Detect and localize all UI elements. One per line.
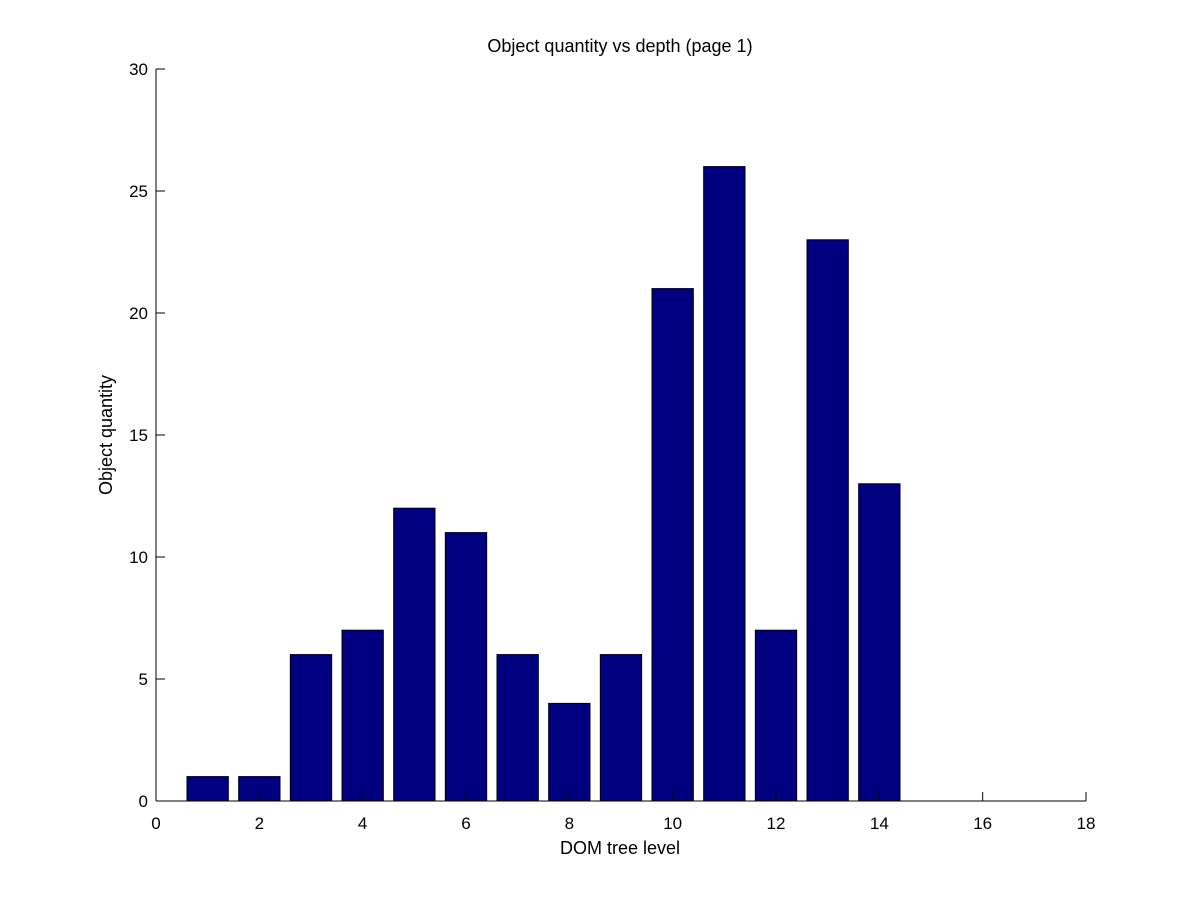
y-ticks: 0 5 10 15 20 25 30 (129, 60, 165, 811)
x-tick-label: 16 (973, 814, 992, 833)
y-tick-label: 30 (129, 60, 148, 79)
bar-level-12 (754, 629, 798, 802)
x-ticks: 0 2 4 6 8 10 12 14 16 18 (151, 792, 1095, 833)
x-tick-label: 0 (151, 814, 160, 833)
bar-level-3 (289, 654, 333, 802)
x-tick-label: 10 (663, 814, 682, 833)
y-tick-label: 5 (139, 670, 148, 689)
x-tick-label: 8 (565, 814, 574, 833)
bar-level-9 (599, 654, 643, 802)
x-tick-label: 12 (767, 814, 786, 833)
y-tick-label: 10 (129, 548, 148, 567)
chart-title: Object quantity vs depth (page 1) (487, 36, 752, 56)
bar-level-5 (393, 507, 436, 802)
y-axis-title: Object quantity (96, 375, 116, 495)
bars-layer (186, 166, 901, 802)
bar-level-4 (341, 629, 384, 802)
x-tick-label: 6 (461, 814, 470, 833)
y-tick-label: 15 (129, 426, 148, 445)
bar-level-10 (651, 288, 694, 802)
bar-level-8 (548, 702, 591, 802)
x-tick-label: 14 (870, 814, 889, 833)
bar-level-14 (858, 483, 901, 802)
x-tick-label: 18 (1077, 814, 1096, 833)
bar-level-6 (444, 532, 488, 802)
x-tick-label: 2 (255, 814, 264, 833)
bar-level-7 (496, 654, 539, 802)
x-axis-title: DOM tree level (560, 838, 680, 858)
bar-level-11 (703, 166, 746, 802)
y-tick-label: 0 (139, 792, 148, 811)
bar-level-1 (186, 776, 229, 802)
y-tick-label: 25 (129, 182, 148, 201)
bar-level-13 (806, 239, 849, 802)
y-tick-label: 20 (129, 304, 148, 323)
x-tick-label: 4 (358, 814, 367, 833)
